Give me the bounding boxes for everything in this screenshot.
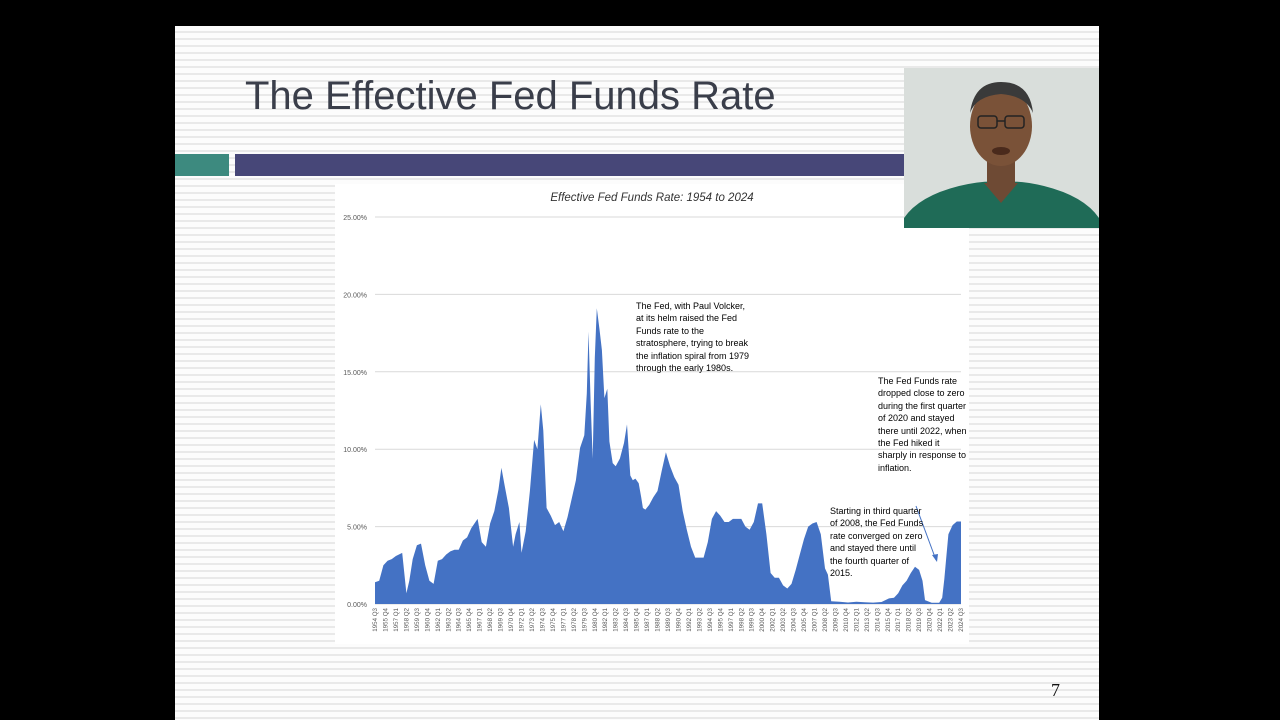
x-tick-label: 1987 Q1 — [644, 607, 651, 631]
x-tick-label: 1984 Q3 — [623, 607, 630, 631]
x-tick-label: 2008 Q2 — [822, 607, 829, 631]
x-tick-label: 1957 Q1 — [393, 607, 400, 631]
y-tick-label: 0.00% — [347, 602, 367, 609]
x-tick-label: 1989 Q3 — [665, 607, 672, 631]
x-tick-label: 1988 Q2 — [655, 607, 662, 631]
x-tick-label: 1977 Q1 — [560, 607, 567, 631]
x-tick-label: 1964 Q3 — [456, 607, 463, 631]
x-tick-label: 2022 Q1 — [937, 607, 944, 631]
x-tick-label: 1954 Q3 — [372, 607, 379, 631]
x-tick-label: 2000 Q4 — [759, 607, 766, 631]
accent-bar-left — [175, 154, 229, 176]
x-tick-label: 2014 Q3 — [874, 607, 881, 631]
x-tick-label: 1980 Q4 — [592, 607, 599, 631]
x-tick-label: 1975 Q4 — [550, 607, 557, 631]
presenter-video-icon — [904, 68, 1099, 228]
x-tick-label: 2007 Q1 — [812, 607, 819, 631]
x-tick-label: 2024 Q3 — [958, 607, 965, 631]
x-tick-label: 1963 Q2 — [445, 607, 452, 631]
annotation-2020: The Fed Funds rate dropped close to zero… — [878, 376, 967, 473]
x-tick-label: 2004 Q3 — [791, 607, 798, 631]
x-tick-label: 1968 Q2 — [487, 607, 494, 631]
x-tick-label: 1962 Q1 — [435, 607, 442, 631]
x-tick-label: 2009 Q3 — [832, 607, 839, 631]
y-tick-label: 25.00% — [343, 215, 367, 222]
y-tick-label: 5.00% — [347, 525, 367, 532]
x-tick-label: 1960 Q4 — [424, 607, 431, 631]
y-tick-label: 20.00% — [343, 292, 367, 299]
x-tick-label: 2019 Q3 — [916, 607, 923, 631]
chart-area: 0.00% 5.00% 10.00% 15.00% 20.00% 25.00% 1954 … — [335, 184, 969, 644]
x-tick-label: 2010 Q4 — [843, 607, 850, 631]
slide: The Effective Fed Funds Rate 0.00% 5.00% 1… — [175, 26, 1099, 720]
presenter-video — [904, 68, 1099, 228]
x-tick-label: 2012 Q1 — [853, 607, 860, 631]
x-tick-label: 1970 Q4 — [508, 607, 515, 631]
x-tick-label: 1973 Q2 — [529, 607, 536, 631]
x-tick-label: 1959 Q3 — [414, 607, 421, 631]
x-tick-label: 1997 Q1 — [728, 607, 735, 631]
x-tick-label: 1979 Q3 — [581, 607, 588, 631]
chart-title: Effective Fed Funds Rate: 1954 to 2024 — [550, 192, 753, 204]
slide-title: The Effective Fed Funds Rate — [245, 74, 776, 118]
x-tick-label: 2005 Q4 — [801, 607, 808, 631]
y-tick-label: 10.00% — [343, 447, 367, 454]
rate-area-series — [375, 308, 961, 604]
annotation-volcker: The Fed, with Paul Volcker, at its helm … — [636, 301, 750, 374]
x-tick-label: 1974 Q3 — [539, 607, 546, 631]
x-tick-label: 1990 Q4 — [676, 607, 683, 631]
accent-bar-right — [235, 154, 1099, 176]
y-tick-label: 15.00% — [343, 370, 367, 377]
x-tick-label: 2015 Q4 — [885, 607, 892, 631]
x-tick-label: 2017 Q1 — [895, 607, 902, 631]
x-tick-label: 1969 Q3 — [498, 607, 505, 631]
x-tick-label: 1967 Q1 — [477, 607, 484, 631]
x-tick-label: 1998 Q2 — [738, 607, 745, 631]
page-number: 7 — [1051, 680, 1060, 700]
annotation-2008: Starting in third quarter of 2008, the F… — [830, 506, 924, 579]
x-tick-label: 2003 Q2 — [780, 607, 787, 631]
x-tick-label: 1995 Q4 — [717, 607, 724, 631]
fed-funds-chart: 0.00% 5.00% 10.00% 15.00% 20.00% 25.00% 1954 … — [343, 192, 965, 632]
x-tick-label: 2018 Q2 — [906, 607, 913, 631]
x-tick-label: 1999 Q3 — [749, 607, 756, 631]
x-tick-label: 2020 Q4 — [927, 607, 934, 631]
x-tick-label: 1955 Q4 — [383, 607, 390, 631]
x-tick-label: 1958 Q2 — [403, 607, 410, 631]
x-tick-label: 1985 Q4 — [634, 607, 641, 631]
x-tick-label: 1982 Q1 — [602, 607, 609, 631]
annotation-arrowhead — [932, 554, 938, 562]
x-tick-label: 1965 Q4 — [466, 607, 473, 631]
x-tick-label: 1983 Q2 — [613, 607, 620, 631]
x-tick-label: 1993 Q2 — [696, 607, 703, 631]
x-tick-label: 1992 Q1 — [686, 607, 693, 631]
x-tick-label: 2023 Q2 — [948, 607, 955, 631]
x-tick-label: 1978 Q2 — [571, 607, 578, 631]
x-tick-label: 2002 Q1 — [770, 607, 777, 631]
x-tick-label: 1972 Q1 — [519, 607, 526, 631]
annotation-arrow — [915, 505, 937, 561]
x-tick-label: 1994 Q3 — [707, 607, 714, 631]
x-tick-label: 2013 Q2 — [864, 607, 871, 631]
